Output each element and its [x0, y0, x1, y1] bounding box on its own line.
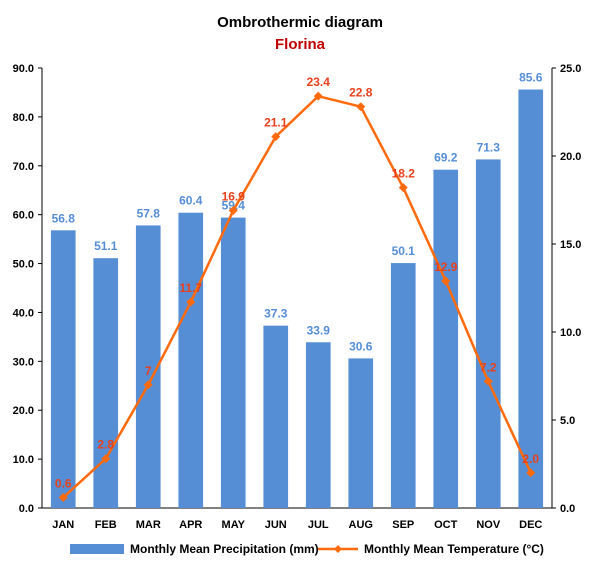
left-tick-label: 20.0 — [13, 405, 34, 417]
precipitation-bar — [433, 169, 459, 508]
left-tick-label: 70.0 — [13, 161, 34, 173]
precipitation-label: 30.6 — [349, 339, 373, 353]
precipitation-bar — [475, 159, 501, 508]
x-tick-label: JUL — [308, 519, 329, 531]
temperature-label: 2.8 — [97, 438, 114, 452]
temperature-label: 18.2 — [392, 167, 416, 181]
precipitation-bar — [50, 230, 76, 509]
precipitation-label: 57.8 — [137, 206, 161, 220]
temperature-point — [58, 492, 68, 502]
precipitation-bar — [348, 358, 374, 508]
temperature-point — [356, 102, 366, 112]
temperature-line — [58, 91, 536, 502]
temperature-point — [186, 297, 196, 307]
temperature-label: 7 — [145, 364, 152, 378]
temperature-point — [313, 91, 323, 101]
temperature-point — [526, 468, 536, 478]
precipitation-label: 71.3 — [477, 140, 501, 154]
precipitation-label: 50.1 — [392, 244, 416, 258]
right-tick-label: 25.0 — [560, 63, 581, 75]
precipitation-bar — [518, 89, 544, 508]
left-tick-label: 80.0 — [13, 112, 34, 124]
x-tick-label: OCT — [434, 519, 458, 531]
temperature-point — [143, 380, 153, 390]
temperature-label: 21.1 — [264, 116, 288, 130]
temperature-polyline — [62, 94, 532, 499]
temperature-label: 22.8 — [349, 86, 373, 100]
temperature-point — [271, 132, 281, 142]
temperature-label: 16.9 — [222, 190, 246, 204]
temperature-point — [398, 183, 408, 193]
temperature-point — [101, 454, 111, 464]
x-tick-label: SEP — [392, 519, 414, 531]
precipitation-label: 69.2 — [434, 151, 458, 165]
legend: Monthly Mean Precipitation (mm) Monthly M… — [70, 542, 544, 556]
precipitation-bar — [390, 263, 416, 508]
precipitation-label: 85.6 — [519, 71, 543, 85]
legend-temperature-marker — [334, 545, 342, 553]
right-tick-label: 15.0 — [560, 239, 581, 251]
precipitation-labels: 56.851.157.860.4 59.437.333.930.650.169.2… — [52, 71, 543, 354]
left-tick-label: 90.0 — [13, 63, 34, 75]
right-tick-label: 5.0 — [560, 415, 575, 427]
chart-subtitle: Florina — [275, 36, 326, 53]
left-tick-label: 60.0 — [13, 210, 34, 222]
precipitation-bar — [93, 258, 119, 508]
temperature-point — [441, 276, 451, 286]
temperature-label: 0.6 — [55, 476, 72, 490]
x-tick-label: JAN — [52, 519, 74, 531]
left-y-axis: 0.0 10.0 20.0 30.0 40.0 50.0 60.0 70.0 80.0 90.0 — [13, 63, 43, 515]
precipitation-bar — [178, 212, 204, 508]
x-tick-label: AUG — [349, 519, 373, 531]
x-axis: JAN FEB MAR APR MAY JUN JUL AUG SEP OCT NOV DEC — [42, 507, 552, 531]
left-tick-label: 40.0 — [13, 307, 34, 319]
temperature-label: 7.2 — [480, 360, 497, 374]
temperature-point — [228, 206, 238, 216]
temperature-label: 2.0 — [522, 452, 539, 466]
precipitation-bar — [263, 325, 289, 508]
precipitation-label: 56.8 — [52, 211, 76, 225]
right-tick-label: 0.0 — [560, 503, 575, 515]
left-tick-label: 10.0 — [13, 454, 34, 466]
precipitation-label: 51.1 — [94, 239, 118, 253]
x-tick-label: DEC — [519, 519, 542, 531]
temperature-labels: 0.6 2.8 7 11.7 16.9 21.1 23.4 22.8 18.2 12.9 7.2 2.… — [55, 75, 540, 490]
legend-precipitation-label: Monthly Mean Precipitation (mm) — [130, 542, 319, 556]
precipitation-label: 37.3 — [264, 307, 288, 321]
left-tick-label: 50.0 — [13, 259, 34, 271]
legend-temperature-label: Monthly Mean Temperature (°C) — [364, 542, 544, 556]
left-tick-label: 30.0 — [13, 356, 34, 368]
temperature-label: 11.7 — [179, 281, 202, 295]
right-tick-label: 10.0 — [560, 327, 581, 339]
chart-title: Ombrothermic diagram — [217, 14, 383, 31]
x-tick-label: APR — [179, 519, 202, 531]
precipitation-label: 60.4 — [179, 194, 203, 208]
x-tick-label: JUN — [265, 519, 287, 531]
precipitation-label: 33.9 — [307, 323, 331, 337]
right-tick-label: 20.0 — [560, 151, 581, 163]
temperature-label: 23.4 — [307, 75, 331, 89]
x-tick-label: MAY — [222, 519, 246, 531]
right-y-axis: 0.0 5.0 10.0 15.0 20.0 25.0 — [551, 63, 581, 515]
precipitation-bar — [305, 342, 331, 508]
temperature-label: 12.9 — [434, 260, 458, 274]
left-tick-label: 0.0 — [19, 503, 34, 515]
precipitation-bar — [220, 217, 246, 508]
x-tick-label: NOV — [476, 519, 501, 531]
legend-precipitation-swatch — [70, 544, 124, 554]
x-tick-label: MAR — [136, 519, 161, 531]
precipitation-bars — [50, 89, 544, 509]
temperature-point — [483, 376, 493, 386]
x-tick-label: FEB — [95, 519, 117, 531]
